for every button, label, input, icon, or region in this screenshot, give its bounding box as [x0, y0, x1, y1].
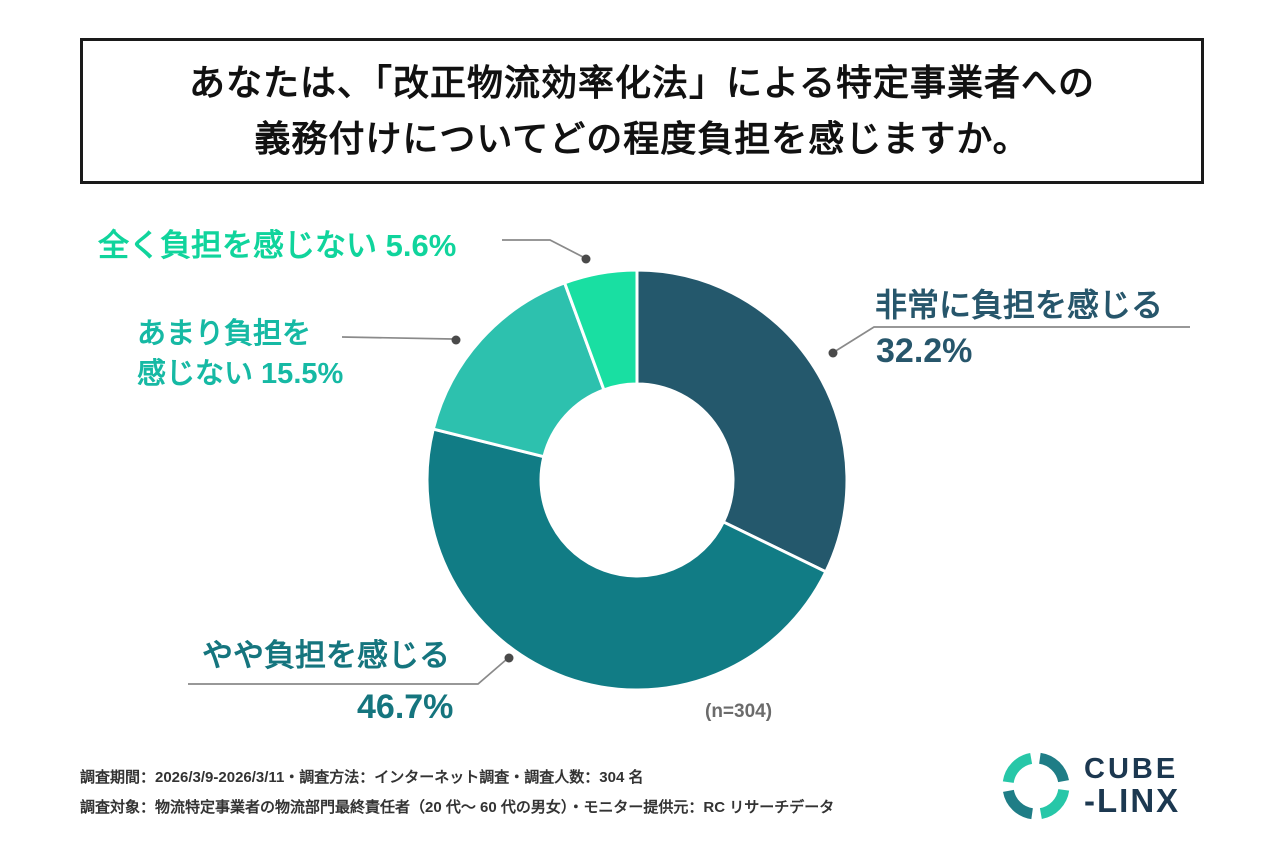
leader-dot-3 [504, 653, 514, 663]
donut-slice-3 [562, 268, 639, 392]
callout-label-little-burden-line2: 感じない 15.5% [137, 358, 344, 390]
callout-label-some-burden: やや負担を感じる [202, 638, 450, 673]
survey-meta-line1: 調査期間：2026/3/9-2026/3/11・調査方法：インターネット調査・調… [80, 769, 644, 786]
logo-ring-segment-2 [1003, 789, 1034, 820]
donut-slice-1 [425, 427, 828, 692]
callout-label-heavy-burden: 非常に負担を感じる [875, 287, 1164, 323]
donut-slice-0 [635, 268, 849, 574]
survey-question-line1: あなたは、「改正物流効率化法」による特定事業者への [189, 62, 1095, 104]
leader-line-2 [833, 326, 1190, 353]
leader-line-3 [188, 658, 508, 685]
callout-value-heavy-burden: 32.2% [876, 332, 973, 370]
callout-label-no-burden: 全く負担を感じない 5.6% [98, 228, 457, 263]
survey-question-line2: 義務付けについてどの程度負担を感じますか。 [254, 118, 1030, 159]
leader-line-1 [341, 336, 453, 340]
callout-label-little-burden: あまり負担を 感じない 15.5% [137, 314, 343, 394]
leader-dot-1 [451, 335, 461, 345]
sample-size-label: (n=304) [705, 701, 773, 722]
callout-value-some-burden: 46.7% [357, 688, 454, 726]
leader-line-0 [502, 239, 586, 259]
logo-word-linx: -LINX [1084, 782, 1181, 819]
cube-linx-logo-icon [1002, 752, 1070, 820]
survey-question-box: あなたは、「改正物流効率化法」による特定事業者への 義務付けについてどの程度負担… [80, 38, 1204, 184]
cube-linx-logo: CUBE -LINX [998, 748, 1180, 824]
leader-dot-0 [581, 254, 591, 264]
logo-word-cube: CUBE [1084, 753, 1179, 785]
callout-label-little-burden-line1: あまり負担を [137, 318, 312, 350]
logo-ring-segment-1 [1039, 788, 1070, 819]
logo-ring-segment-3 [1002, 753, 1033, 784]
logo-ring-segment-0 [1038, 752, 1069, 783]
cube-linx-logo-text: CUBE -LINX [1084, 753, 1181, 819]
survey-meta-line2: 調査対象：物流特定事業者の物流部門最終責任者（20 代〜 60 代の男女）・モニ… [80, 799, 835, 816]
donut-slice-2 [431, 280, 606, 459]
leader-dot-2 [828, 348, 838, 358]
